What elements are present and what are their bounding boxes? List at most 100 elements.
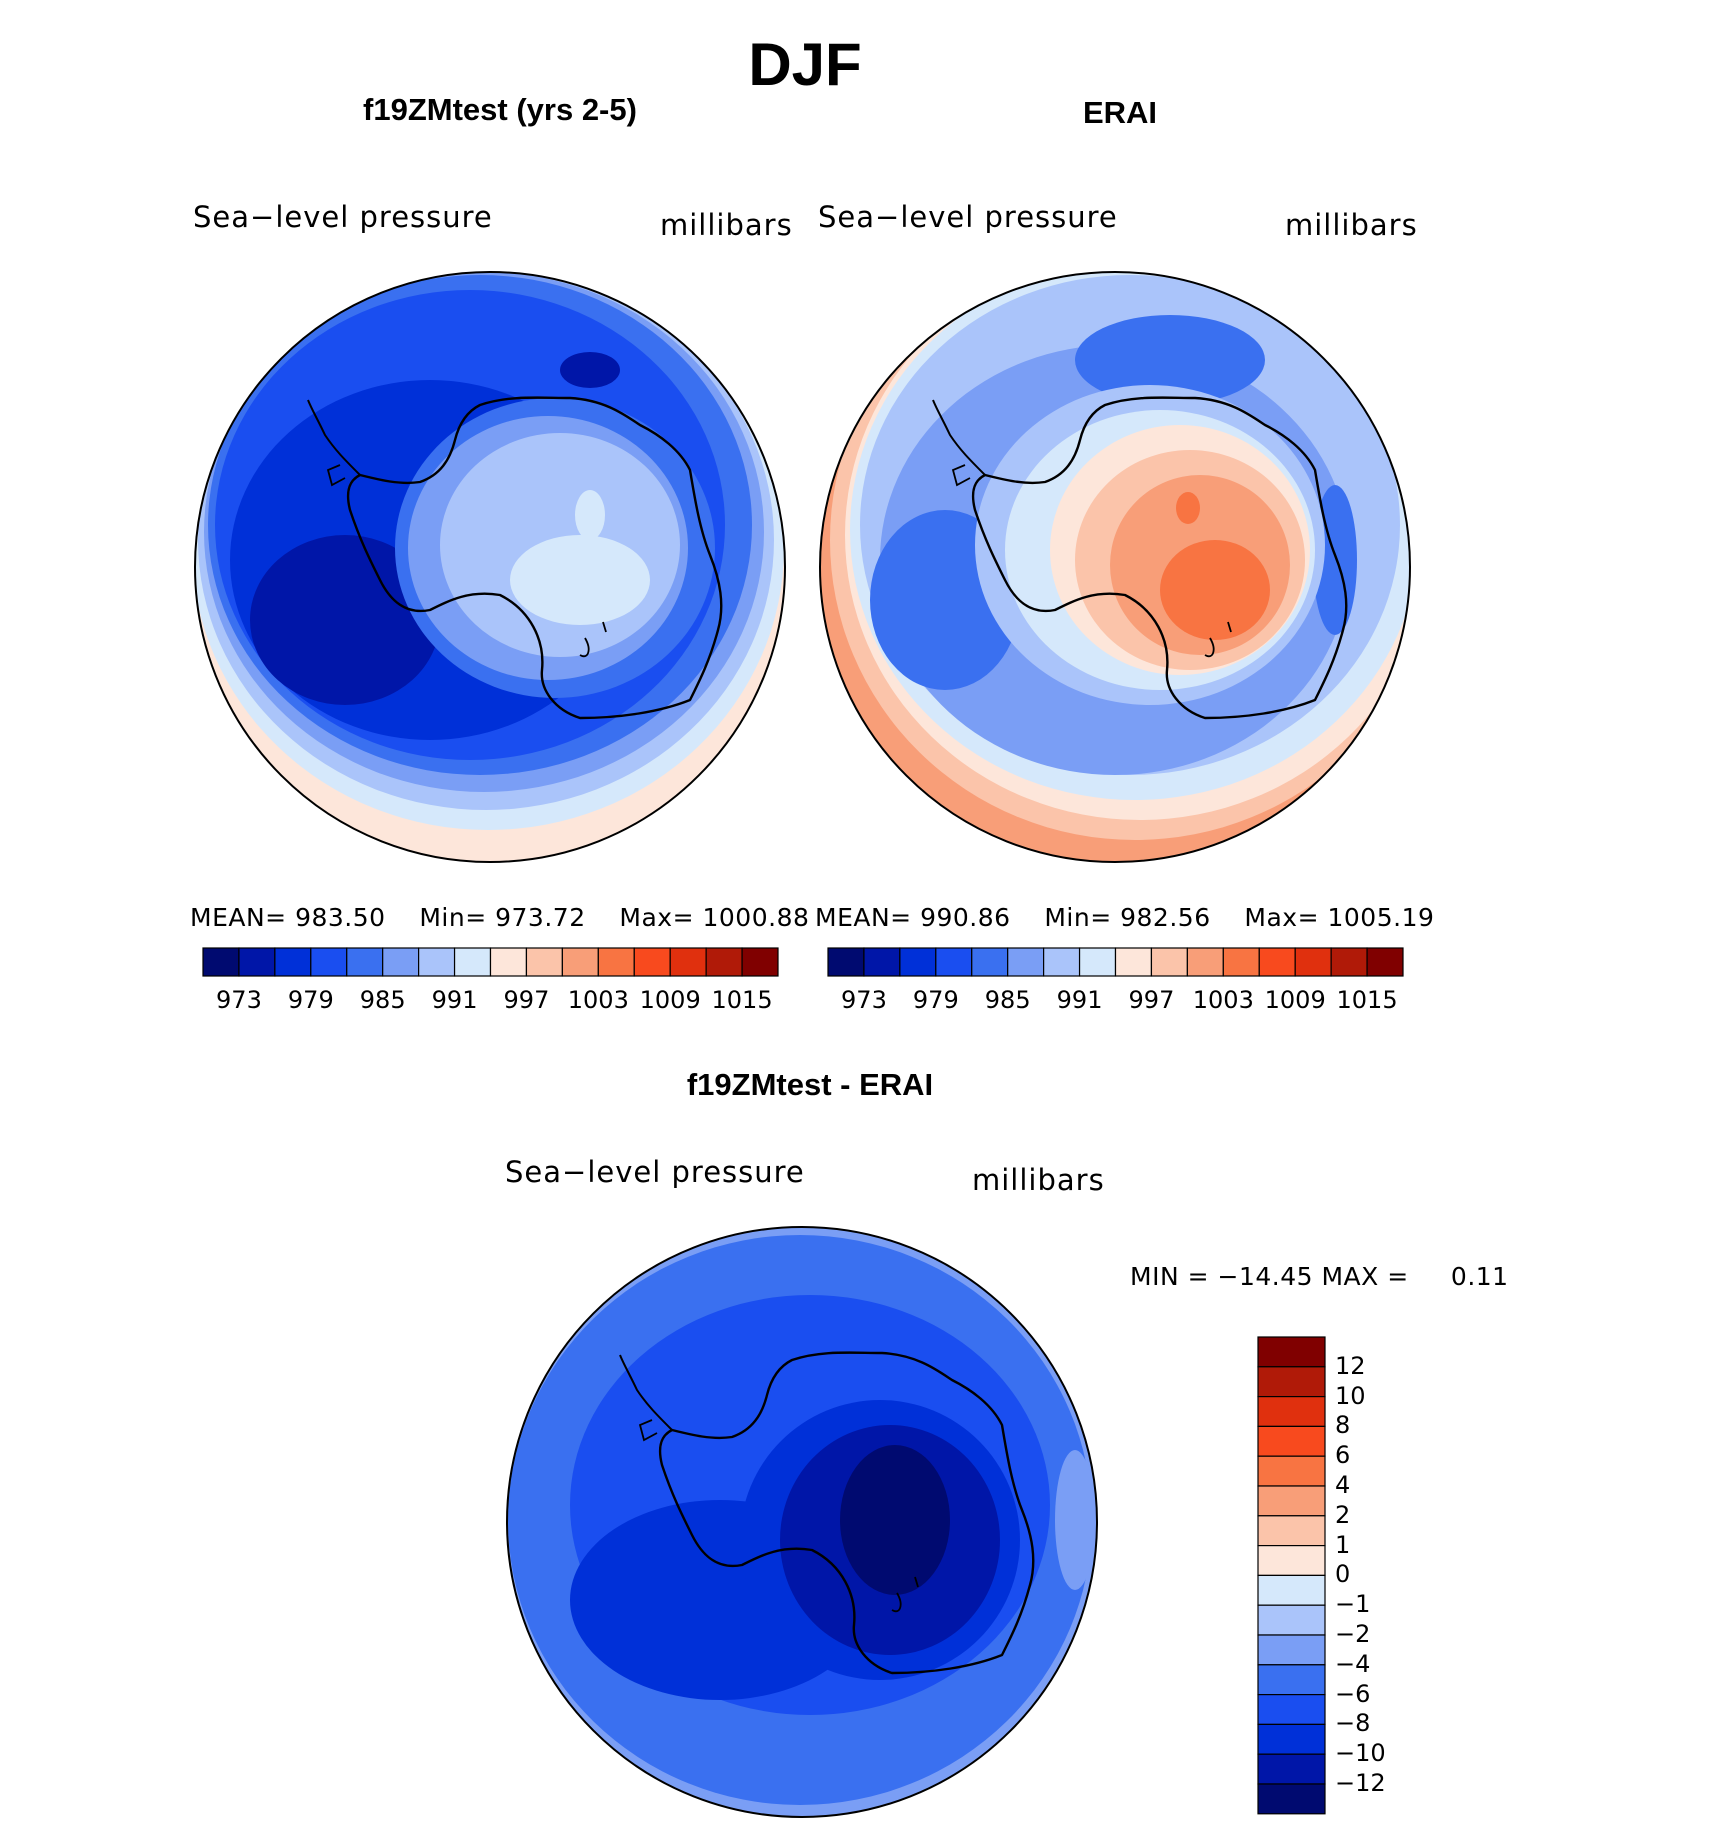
colorbar-swatch [1257,1366,1326,1398]
colorbar-swatch [971,947,1009,977]
colorbar-swatch [1257,1574,1326,1606]
colorbar-tick-label: 8 [1335,1411,1351,1440]
colorbar-swatch [1257,1515,1326,1547]
max-label: MAX = [1321,1262,1409,1291]
colorbar-tick-label: 1009 [639,986,701,1014]
panel1-stats: MEAN= 983.50 Min= 973.72 Max= 1000.88 [190,903,809,932]
colorbar-swatch [238,947,276,977]
colorbar-swatch [1257,1544,1326,1576]
colorbar-swatch [453,947,492,977]
colorbar-swatch [1366,947,1404,977]
panel1-title: f19ZMtest (yrs 2-5) [363,92,637,127]
min-value: 982.56 [1120,903,1211,932]
figure-title: DJF [748,31,862,98]
colorbar-swatch [1257,1485,1326,1517]
colorbar-swatch [1150,947,1188,977]
colorbar-swatch [310,947,348,977]
colorbar-tick-label: 979 [287,986,334,1014]
colorbar-swatch [1257,1783,1326,1815]
colorbar-tick-label: 973 [216,986,262,1014]
colorbar-swatch [1257,1664,1326,1696]
colorbar-tick-label: −12 [1335,1769,1386,1797]
colorbar-swatch [1114,947,1153,977]
colorbar-tick-label: 997 [503,986,550,1014]
min-value: 973.72 [495,903,586,932]
panel2-stats: MEAN= 990.86 Min= 982.56 Max= 1005.19 [815,903,1434,932]
colorbar-tick-label: 1003 [1192,986,1254,1014]
colorbar-swatch [705,947,743,977]
max-label: Max= [619,903,695,932]
colorbar-swatch [382,947,420,977]
colorbar3 [1257,1336,1326,1815]
panel3-variable-label: Sea−level pressure [505,1155,805,1189]
panel1-variable-label: Sea−level pressure [193,200,493,234]
colorbar-tick-label: 1015 [711,986,773,1014]
colorbar-swatch [1078,947,1117,977]
mean-label: MEAN= [815,903,912,932]
panel2-title: ERAI [1082,95,1158,130]
colorbar-swatch [489,947,528,977]
colorbar-swatch [899,947,937,977]
colorbar-tick-label: 979 [912,986,959,1014]
max-value: 0.11 [1450,1262,1509,1291]
panel1-units-label: millibars [660,208,793,242]
colorbar-swatch [1258,947,1296,977]
colorbar-tick-label: −8 [1335,1709,1371,1738]
colorbar-swatch [633,947,671,977]
colorbar-swatch [418,947,456,977]
colorbar-swatch [1007,947,1045,977]
colorbar-tick-label: 4 [1335,1471,1351,1499]
colorbar-tick-label: 1003 [567,986,629,1014]
mean-label: MEAN= [190,903,287,932]
mean-value: 990.86 [920,903,1011,932]
panel2-map [819,271,1411,863]
colorbar-swatch [1043,947,1081,977]
colorbar-tick-label: −10 [1335,1739,1386,1768]
colorbar-tick-label: 0 [1335,1560,1351,1589]
colorbar-tick-label: −6 [1335,1679,1371,1708]
colorbar-tick-label: 973 [841,986,887,1014]
mean-value: 983.50 [295,903,386,932]
colorbar2 [827,947,1404,977]
colorbar-swatch [669,947,707,977]
colorbar-swatch [274,947,312,977]
colorbar-tick-label: 1 [1335,1530,1351,1559]
panel3-title: f19ZMtest - ERAI [686,1067,934,1102]
min-label: Min= [419,903,487,932]
colorbar-tick-label: 6 [1335,1441,1351,1470]
colorbar-tick-label: 991 [431,986,478,1014]
colorbar-swatch [597,947,635,977]
panel2-units-label: millibars [1285,208,1418,242]
colorbar-swatch [741,947,779,977]
colorbar-swatch [525,947,563,977]
colorbar-swatch [346,947,384,977]
panel3-units-label: millibars [972,1163,1105,1197]
colorbar-tick-label: −1 [1335,1590,1371,1619]
colorbar-swatch [827,947,865,977]
colorbar-tick-label: 1009 [1264,986,1326,1014]
colorbar-swatch [1257,1693,1326,1725]
panel1-map [194,271,786,863]
colorbar-swatch [1257,1634,1326,1666]
colorbar-tick-label: 10 [1335,1381,1366,1410]
colorbar-swatch [1294,947,1332,977]
colorbar-swatch [561,947,599,977]
colorbar-tick-label: 997 [1128,986,1175,1014]
panel3-map [506,1226,1098,1818]
max-value: 1005.19 [1327,903,1435,932]
colorbar-swatch [863,947,901,977]
colorbar-swatch [1330,947,1368,977]
colorbar-swatch [1257,1455,1326,1487]
max-value: 1000.88 [702,903,810,932]
colorbar-tick-label: 985 [359,986,406,1014]
colorbar-swatch [1257,1395,1326,1427]
min-label: MIN = [1130,1262,1210,1291]
min-label: Min= [1044,903,1112,932]
panel2-variable-label: Sea−level pressure [818,200,1118,234]
colorbar-swatch [1257,1753,1326,1785]
colorbar-swatch [1257,1425,1326,1457]
colorbar-swatch [1257,1723,1326,1755]
colorbar-swatch [202,947,240,977]
colorbar-tick-label: −2 [1335,1620,1371,1648]
